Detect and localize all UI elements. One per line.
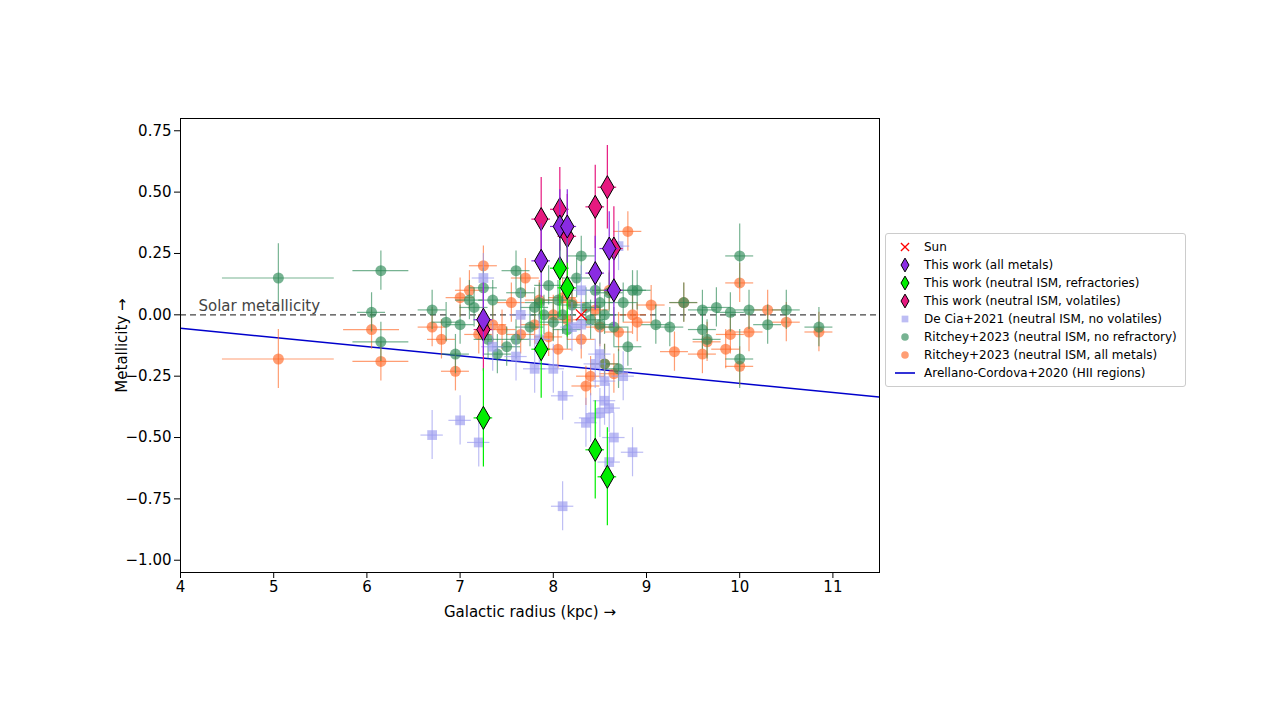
svg-text:Metallicity →: Metallicity → bbox=[113, 298, 131, 392]
svg-text:−1.00: −1.00 bbox=[126, 551, 172, 569]
svg-text:6: 6 bbox=[362, 578, 372, 596]
svg-text:−0.25: −0.25 bbox=[126, 367, 172, 385]
svg-text:0.00: 0.00 bbox=[138, 306, 171, 324]
svg-text:4: 4 bbox=[176, 578, 186, 596]
svg-text:Solar metallicity: Solar metallicity bbox=[199, 297, 321, 315]
svg-text:11: 11 bbox=[823, 578, 842, 596]
svg-text:9: 9 bbox=[642, 578, 652, 596]
svg-text:Galactic radius (kpc) →: Galactic radius (kpc) → bbox=[444, 603, 616, 621]
html-text:De Cia+2021 (neutral ISM, no v: De Cia+2021 (neutral ISM, no volatiles) bbox=[924, 312, 1163, 326]
svg-text:0.25: 0.25 bbox=[138, 244, 171, 262]
html-text:Sun: Sun bbox=[924, 240, 947, 254]
svg-text:−0.50: −0.50 bbox=[126, 428, 172, 446]
html-text:This work (all metals): This work (all metals) bbox=[924, 258, 1054, 272]
svg-text:0.75: 0.75 bbox=[138, 122, 171, 140]
svg-text:10: 10 bbox=[730, 578, 749, 596]
svg-text:8: 8 bbox=[549, 578, 559, 596]
svg-text:7: 7 bbox=[455, 578, 465, 596]
svg-text:−0.75: −0.75 bbox=[126, 490, 172, 508]
svg-text:5: 5 bbox=[269, 578, 279, 596]
html-text:This work (neutral ISM, volati: This work (neutral ISM, volatiles) bbox=[924, 294, 1121, 308]
html-text:Ritchey+2023 (neutral ISM, no: Ritchey+2023 (neutral ISM, no refractory… bbox=[924, 330, 1177, 344]
html-text:This work (neutral ISM, refrac: This work (neutral ISM, refractories) bbox=[924, 276, 1140, 290]
html-text:Ritchey+2023 (neutral ISM, all: Ritchey+2023 (neutral ISM, all metals) bbox=[924, 348, 1158, 362]
html-text:Arellano-Cordova+2020 (HII reg: Arellano-Cordova+2020 (HII regions) bbox=[924, 366, 1146, 380]
svg-text:0.50: 0.50 bbox=[138, 183, 171, 201]
